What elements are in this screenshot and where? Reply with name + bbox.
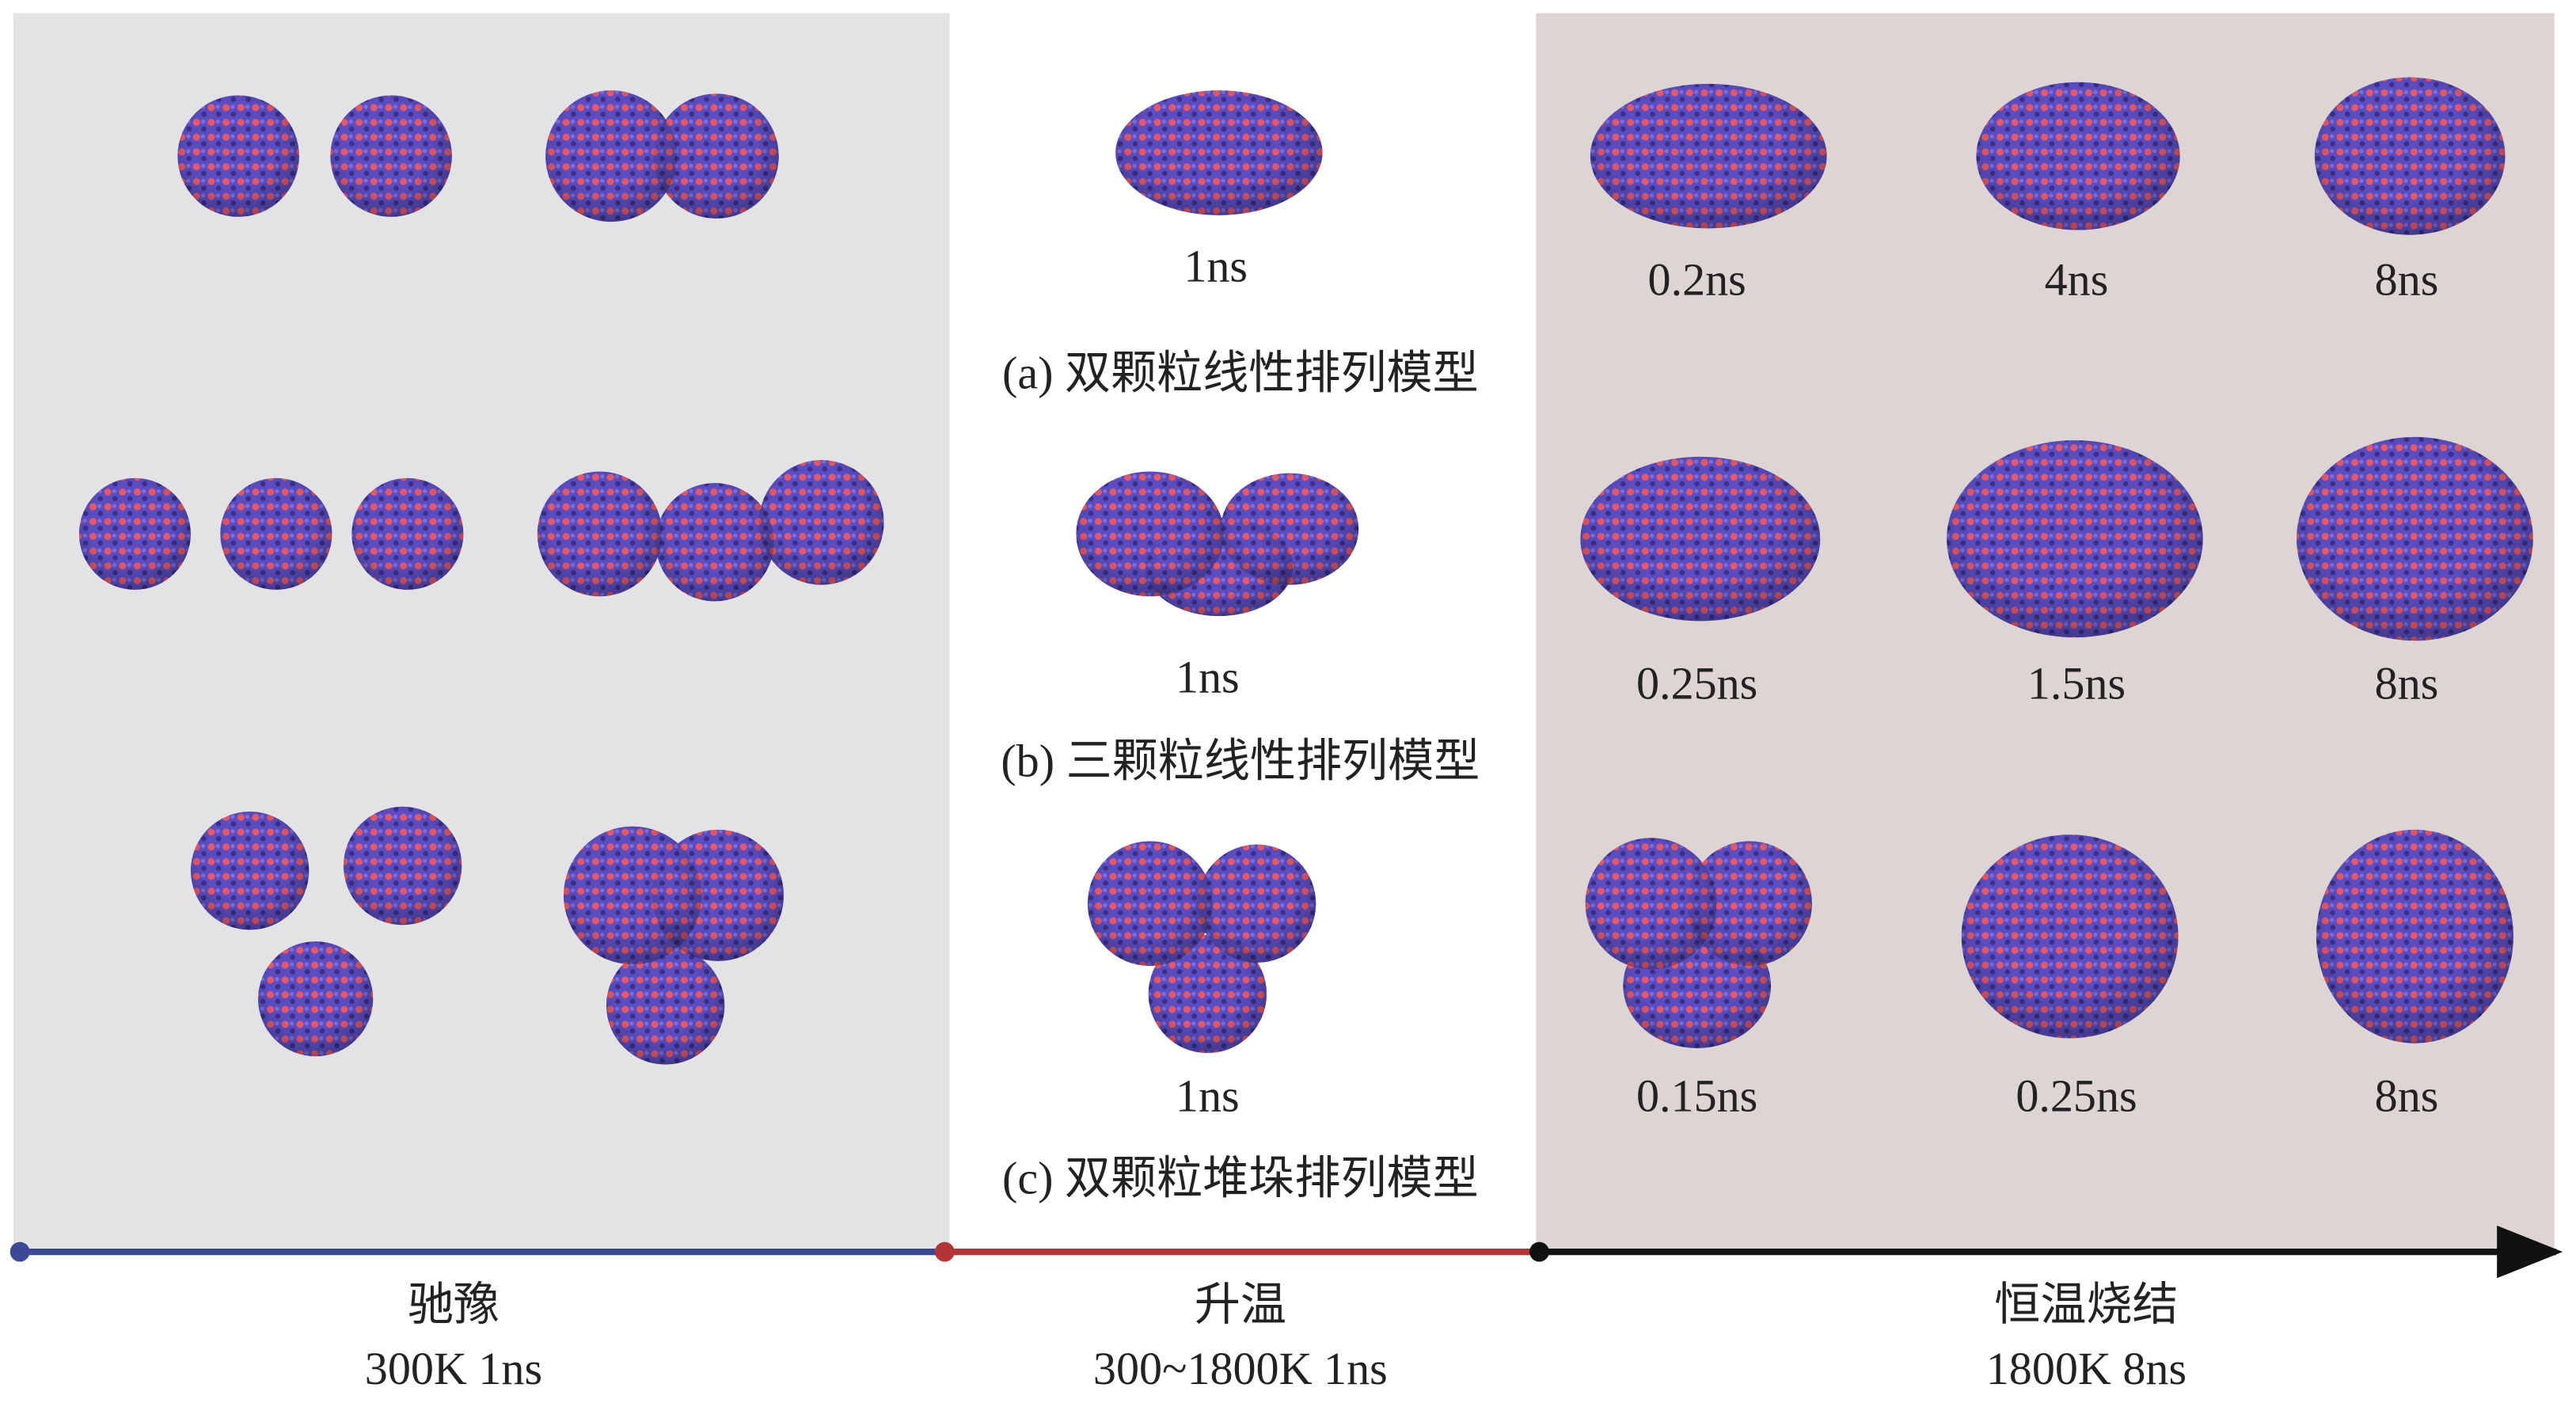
particle-cluster: [78, 477, 191, 590]
heating-time: 1ns: [1184, 241, 1248, 292]
particle: [545, 90, 678, 222]
sinter-time: 0.25ns: [2016, 1070, 2137, 1122]
particle: [1976, 82, 2180, 230]
heating-time: 1ns: [1176, 1070, 1240, 1122]
particle: [652, 829, 784, 961]
particle: [258, 941, 374, 1057]
particle-cluster: [351, 477, 464, 590]
particle-cluster: [343, 806, 462, 926]
particle-cluster: [258, 941, 374, 1057]
particle: [606, 946, 725, 1065]
particle: [758, 459, 884, 585]
sinter-time: 0.2ns: [1648, 253, 1746, 305]
particle-cluster: [177, 95, 299, 217]
timeline-dot: [1529, 1241, 1549, 1262]
particle: [537, 471, 663, 597]
particle: [190, 812, 310, 930]
timeline-dot: [934, 1241, 955, 1262]
particle-cluster: [1947, 440, 2203, 638]
particle: [177, 95, 299, 217]
particle: [1145, 517, 1294, 617]
clusters: [78, 77, 2533, 1065]
relax-panel: [13, 13, 950, 1249]
particle: [1580, 456, 1821, 622]
timeline-dot: [9, 1241, 30, 1262]
particle-cluster: [1961, 835, 2179, 1039]
sinter-time: 0.25ns: [1636, 658, 1757, 709]
particle-cluster: [537, 459, 884, 602]
particle: [2316, 829, 2513, 1044]
particle-cluster: [1087, 841, 1316, 1054]
sinter-time: 1.5ns: [2027, 658, 2126, 709]
particle-cluster: [2316, 829, 2513, 1044]
particle: [78, 477, 191, 590]
stage-condition: 300K 1ns: [365, 1343, 542, 1394]
particle-cluster: [220, 477, 332, 590]
row-caption: (c) 双颗粒堆垛排列模型: [1002, 1152, 1479, 1203]
particle-cluster: [1580, 456, 1821, 622]
particle: [1590, 83, 1827, 229]
particle: [1947, 440, 2203, 638]
particle: [343, 806, 462, 926]
particle-cluster: [1076, 471, 1359, 617]
stage-condition: 300~1800K 1ns: [1093, 1343, 1388, 1394]
particle-cluster: [190, 812, 310, 930]
stage-name: 驰豫: [408, 1279, 500, 1330]
sinter-time: 8ns: [2375, 253, 2439, 305]
stage-name: 升温: [1195, 1279, 1286, 1330]
particle: [2314, 77, 2506, 235]
particle-cluster: [2297, 436, 2533, 641]
particle-cluster: [330, 95, 452, 217]
particle: [1115, 90, 1323, 215]
particle: [1087, 841, 1213, 967]
particle-cluster: [1115, 90, 1323, 215]
row-caption: (a) 双颗粒线性排列模型: [1002, 348, 1479, 399]
particle-cluster: [1590, 83, 1827, 229]
sinter-time: 0.15ns: [1636, 1070, 1757, 1122]
particle: [1197, 844, 1316, 963]
particle: [330, 95, 452, 217]
row-caption: (b) 三颗粒线性排列模型: [1001, 735, 1480, 786]
particle-cluster: [1585, 838, 1812, 1048]
particle: [2297, 436, 2533, 641]
particle: [351, 477, 464, 590]
particle: [1623, 923, 1772, 1048]
stage-condition: 1800K 8ns: [1986, 1343, 2187, 1394]
sinter-time: 4ns: [2045, 253, 2109, 305]
particle: [655, 483, 774, 602]
particle: [1148, 934, 1267, 1054]
particle-cluster: [563, 826, 784, 1065]
particle: [220, 477, 332, 590]
particle-cluster: [1976, 82, 2180, 230]
sinter-time: 8ns: [2375, 658, 2439, 709]
particle-cluster: [545, 90, 779, 222]
particle-cluster: [2314, 77, 2506, 235]
heating-time: 1ns: [1176, 651, 1240, 702]
particle: [1961, 835, 2179, 1039]
particle: [654, 93, 779, 219]
sinter-time: 8ns: [2375, 1070, 2439, 1122]
stage-name: 恒温烧结: [1994, 1279, 2178, 1330]
